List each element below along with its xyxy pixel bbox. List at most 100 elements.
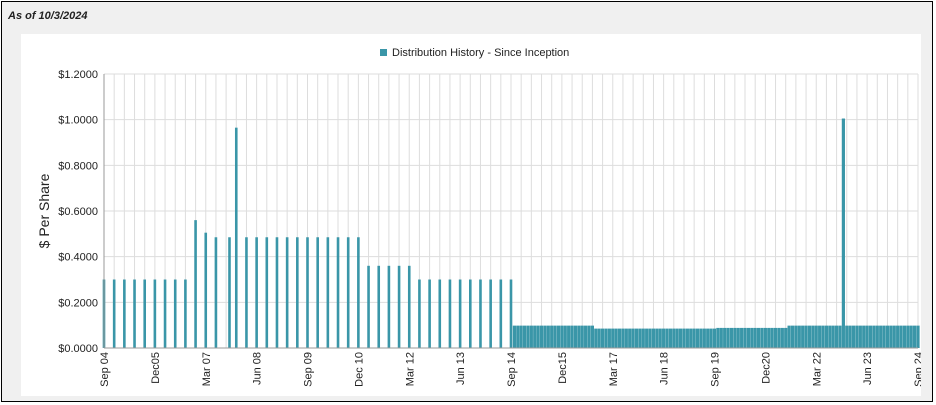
chart-panel: $0.0000 $0.2000 $0.4000 $0.6000 $0.8000 $1.00… [21, 34, 921, 396]
bar [801, 325, 805, 348]
bar [740, 327, 744, 348]
y-tick-label: $0.8000 [58, 160, 98, 172]
legend-swatch [380, 49, 387, 56]
bar [563, 325, 567, 348]
y-tick-label: $1.2000 [58, 69, 98, 81]
bar [784, 327, 788, 348]
bar [597, 328, 601, 348]
legend-label: Distribution History - Since Inception [392, 47, 569, 59]
bar [797, 325, 801, 348]
bar [902, 325, 907, 348]
bar [489, 279, 492, 348]
bar [756, 327, 761, 348]
bar [346, 237, 350, 348]
bar [543, 325, 547, 348]
bar [814, 325, 818, 348]
bar [587, 325, 591, 348]
bar [706, 328, 710, 348]
bar [448, 279, 452, 348]
bar [678, 328, 683, 348]
bar [689, 328, 693, 348]
bar [336, 237, 340, 348]
bar [858, 325, 862, 348]
bar [709, 328, 713, 348]
bar [326, 237, 330, 348]
bar [367, 265, 370, 348]
x-tick-label: Sep 14 [506, 352, 518, 387]
bar [851, 325, 856, 348]
bar [580, 325, 584, 348]
x-tick-label: Jun 13 [455, 352, 467, 385]
bar [546, 325, 550, 348]
bar [807, 325, 812, 348]
bar [641, 328, 645, 348]
x-tick-label: Mar 22 [811, 352, 823, 386]
bar [662, 328, 666, 348]
bar [570, 325, 574, 348]
bar [726, 327, 730, 348]
bar [397, 265, 401, 348]
bar [316, 237, 319, 348]
bar [584, 325, 588, 348]
bar [750, 327, 754, 348]
bar [536, 325, 540, 348]
bar [377, 265, 381, 348]
bar [611, 328, 615, 348]
bar [668, 328, 673, 348]
legend[interactable]: Distribution History - Since Inception [380, 47, 569, 59]
distribution-history-chart: $0.0000 $0.2000 $0.4000 $0.6000 $0.8000 $1.00… [36, 47, 921, 387]
bar [868, 325, 873, 348]
bar [665, 328, 669, 348]
bar [892, 325, 896, 348]
bar [648, 328, 652, 348]
bar [896, 325, 900, 348]
bar [882, 325, 886, 348]
bar [512, 325, 516, 348]
bar [387, 265, 391, 348]
bar [845, 325, 849, 348]
bars [102, 118, 920, 349]
bar [407, 265, 411, 348]
bar [479, 279, 482, 348]
y-tick-label: $1.0000 [58, 115, 98, 127]
bar [824, 325, 829, 348]
bar [112, 279, 116, 348]
bar [743, 327, 747, 348]
bar [556, 325, 561, 348]
bar [275, 237, 279, 348]
bar [516, 325, 520, 348]
x-tick-labels: Sep 04 Dec05 Mar 07 Jun 08 Sep 09 Dec 10 Mar 1… [99, 352, 921, 387]
bar [787, 325, 791, 348]
y-tick-labels: $0.0000 $0.2000 $0.4000 $0.6000 $0.8000 $1.00… [58, 69, 98, 355]
bar [875, 325, 879, 348]
bar [577, 325, 581, 348]
bar [773, 327, 778, 348]
bar [916, 325, 920, 348]
bar [614, 328, 618, 348]
bar [719, 327, 723, 348]
bar [821, 325, 825, 348]
bar [828, 325, 832, 348]
y-tick-label: $0.0000 [58, 343, 98, 355]
bar [770, 327, 774, 348]
bar [438, 279, 442, 348]
bar [746, 327, 751, 348]
x-tick-label: Sep 19 [710, 352, 722, 387]
bar [780, 327, 784, 348]
bar [594, 328, 598, 348]
bar [835, 325, 839, 348]
bar [811, 325, 815, 348]
bar [194, 220, 197, 348]
bar [553, 325, 557, 348]
bar [143, 279, 146, 348]
bar [255, 237, 258, 348]
bar [600, 328, 605, 348]
bar [682, 328, 686, 348]
bar [716, 327, 720, 348]
bar [723, 327, 727, 348]
bar [777, 327, 781, 348]
bar [173, 279, 177, 348]
bar [526, 325, 530, 348]
bar [651, 328, 656, 348]
